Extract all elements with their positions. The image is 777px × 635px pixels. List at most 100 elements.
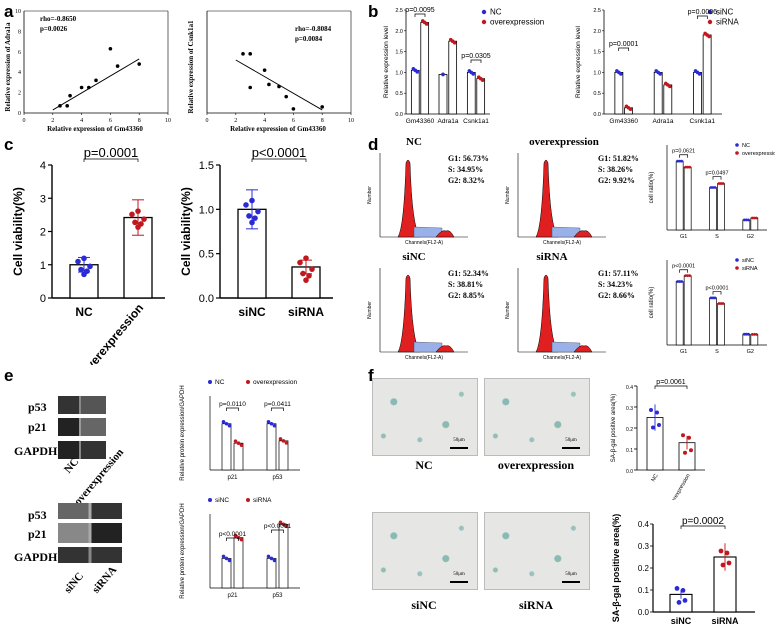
bar <box>663 84 673 115</box>
data-point <box>711 186 715 189</box>
y-tick-label: 0.0 <box>638 608 650 617</box>
blot-row-label: p21 <box>28 527 47 541</box>
data-point <box>284 524 289 529</box>
data-point <box>129 211 135 218</box>
scatter-point <box>241 52 245 56</box>
scatter-point <box>87 85 91 90</box>
legend-label: siRNA <box>716 18 739 27</box>
histogram-title: siNC <box>402 251 425 263</box>
significance-bracket <box>712 291 722 295</box>
y-tick-label: 6 <box>18 50 21 56</box>
data-point <box>719 302 723 305</box>
bar <box>717 183 725 231</box>
category-label: p53 <box>272 475 283 481</box>
data-point <box>239 443 244 447</box>
legend-label: NC <box>490 8 502 17</box>
y-tick-label: 0.2 <box>626 427 633 433</box>
data-point <box>717 182 721 185</box>
data-point <box>249 219 255 226</box>
legend-label: NC <box>742 143 750 149</box>
bar <box>233 442 244 471</box>
significance-bracket <box>680 525 726 529</box>
category-label: G2 <box>747 349 754 355</box>
phase-percentage: S: 34.95% <box>448 165 483 174</box>
data-point <box>676 280 680 283</box>
p-value-label: p<0.0001 <box>252 145 307 160</box>
category-label: G2 <box>747 234 754 240</box>
blot-row-label: p53 <box>28 400 47 414</box>
category-label: Gm43360 <box>406 118 435 125</box>
bar-chart-protein-sirna: Relative protein expression/GAPDH p21 p<0.… <box>180 497 300 599</box>
data-point <box>746 218 750 222</box>
significance-bracket <box>470 59 482 63</box>
data-point <box>657 423 661 427</box>
bar <box>742 219 751 231</box>
data-point <box>674 586 680 591</box>
legend-marker <box>735 143 739 147</box>
phase-percentage: G2: 8.85% <box>448 291 485 300</box>
a-right-stat-rho: rho=-0.8084 <box>295 25 332 33</box>
x-tick-label: 6 <box>292 118 295 124</box>
g1-peak <box>397 274 421 353</box>
g1-peak <box>397 159 421 238</box>
blot-band-p53 <box>58 396 106 414</box>
micrograph-label: siNC <box>411 598 437 612</box>
data-point <box>726 560 732 566</box>
legend-label: siNC <box>215 497 229 504</box>
data-point <box>649 408 653 412</box>
category-label: p21 <box>227 593 238 599</box>
data-point <box>132 219 138 226</box>
significance-bracket <box>654 385 688 389</box>
g1-peak <box>535 159 559 238</box>
a-left-ylabel: Relative expression of Adra1a <box>4 22 12 112</box>
p-value-label: p=0.0621 <box>672 149 695 155</box>
data-point <box>239 537 244 542</box>
y-axis-label: Relative expression level <box>383 26 390 98</box>
legend-marker <box>246 498 250 502</box>
histogram-x-label: Channels(FL2-A) <box>543 240 581 246</box>
a-right-stat-p: p=0.0084 <box>295 35 323 43</box>
data-point <box>221 419 226 424</box>
data-point <box>713 186 717 189</box>
y-tick-label: 2 <box>18 91 21 97</box>
bar <box>221 423 232 471</box>
scale-bar <box>562 581 580 583</box>
y-tick-label: 0.0 <box>626 469 633 475</box>
bar <box>750 217 759 231</box>
blot-band-p21 <box>58 523 122 543</box>
histogram-title: siRNA <box>536 251 567 263</box>
data-point <box>688 165 692 169</box>
data-point <box>281 439 286 443</box>
scatter-point <box>248 85 252 90</box>
bar <box>717 303 725 346</box>
p-value-label: p=0.0411 <box>264 401 291 408</box>
phase-percentage: G1: 56.73% <box>448 154 489 163</box>
data-point <box>709 186 713 189</box>
category-label: siRNA <box>288 305 324 319</box>
panel-label-d: d <box>368 135 379 154</box>
category-label: Adra1a <box>438 118 459 125</box>
significance-bracket <box>679 269 689 273</box>
y-tick-label: 0 <box>18 111 21 117</box>
legend-label: NC <box>215 379 225 386</box>
phase-percentage: G2: 8.66% <box>598 291 635 300</box>
data-point <box>227 558 232 563</box>
y-tick-label: 1.0 <box>199 204 214 216</box>
data-point <box>684 274 688 278</box>
x-tick-label: 8 <box>321 118 324 124</box>
a-left-stat-p: p=0.0026 <box>40 25 68 33</box>
phase-percentage: S: 38.81% <box>448 280 483 289</box>
y-axis-label: Relative protein expression/GAPDH <box>180 503 186 598</box>
scatter-plot-csnk1a1: Relative expression of Csnk1a1 Relative … <box>187 10 354 133</box>
category-label: Csnk1a1 <box>463 118 489 125</box>
p-value-label: p=0.0006 <box>688 9 717 16</box>
y-tick-label: 2.5 <box>395 8 403 14</box>
p-value-label: p=0.0305 <box>461 53 490 60</box>
x-tick-label: 10 <box>165 118 171 124</box>
bar <box>614 72 624 115</box>
micrograph-label: siRNA <box>518 598 553 612</box>
flow-cytometry-histograms: NC Channels(FL2-A) Number G1: 56.73% S: 34.9… <box>367 136 639 361</box>
category-label: p21 <box>227 475 238 481</box>
y-tick-label: 1.5 <box>395 50 403 56</box>
blot-col-label: siNC <box>62 570 87 596</box>
